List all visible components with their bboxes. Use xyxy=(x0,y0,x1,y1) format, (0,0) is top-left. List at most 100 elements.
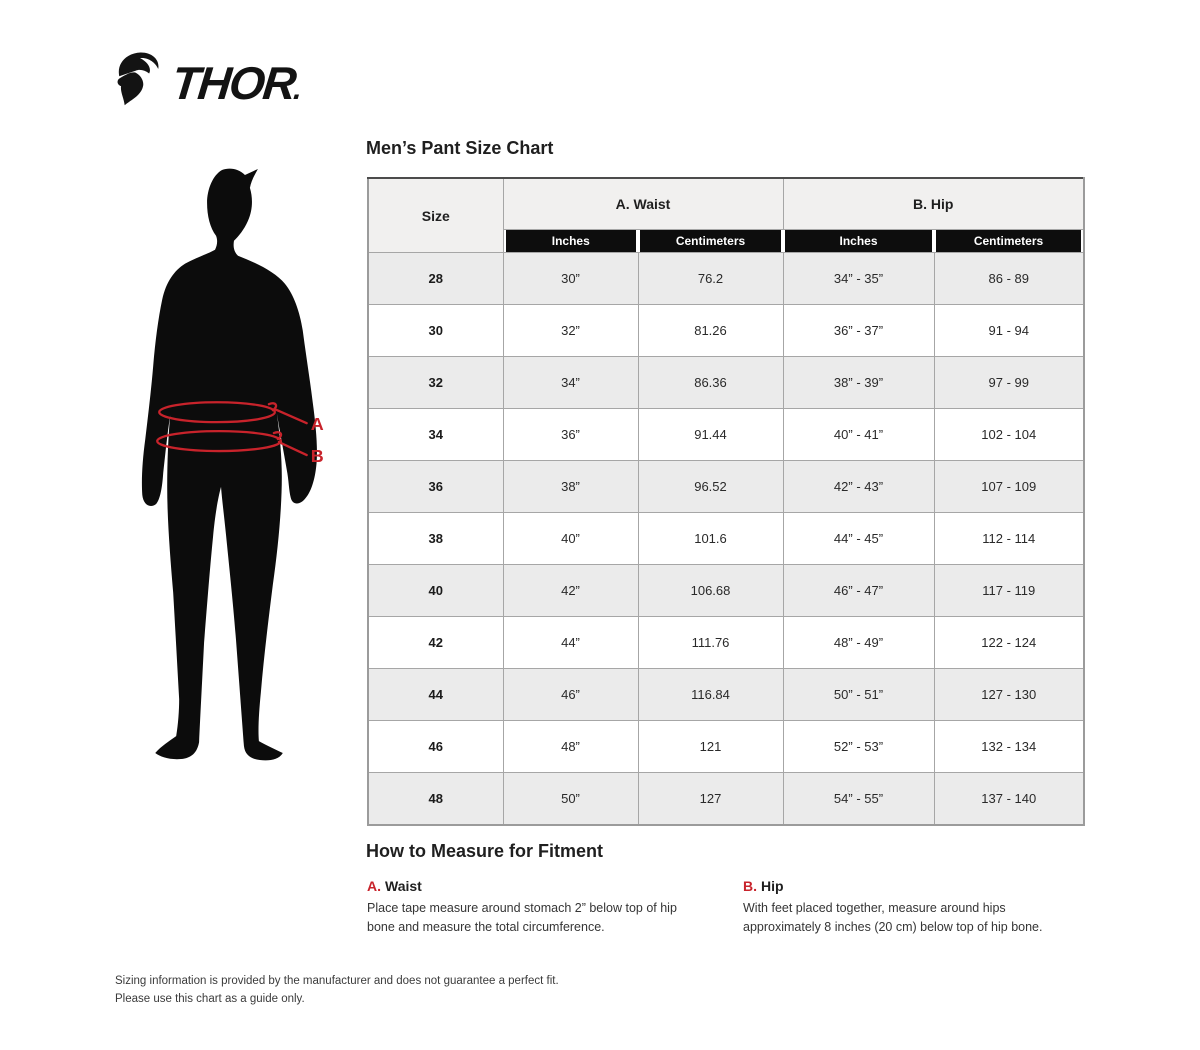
cell-hip-cm: 86 - 89 xyxy=(933,252,1085,305)
sizing-disclaimer: Sizing information is provided by the ma… xyxy=(115,972,559,1009)
cell-size: 30 xyxy=(367,304,504,357)
cell-waist-cm: 101.6 xyxy=(637,512,784,565)
cell-hip-cm: 127 - 130 xyxy=(933,668,1085,721)
cell-hip-inches: 52” - 53” xyxy=(782,720,935,773)
brand-wordmark: THOR. xyxy=(169,57,305,109)
cell-size: 34 xyxy=(367,408,504,461)
cell-hip-inches: 42” - 43” xyxy=(782,460,935,513)
table-row: 44 46” 116.84 50” - 51” 127 - 130 xyxy=(367,668,1085,721)
cell-hip-inches: 40” - 41” xyxy=(782,408,935,461)
measure-hip-text: With feet placed together, measure aroun… xyxy=(743,901,1043,935)
hip-label-b: B xyxy=(311,446,324,466)
cell-waist-inches: 48” xyxy=(502,720,639,773)
cell-waist-cm: 76.2 xyxy=(637,252,784,305)
cell-waist-inches: 34” xyxy=(502,356,639,409)
cell-hip-cm: 97 - 99 xyxy=(933,356,1085,409)
column-header-size: Size xyxy=(367,177,504,253)
cell-size: 38 xyxy=(367,512,504,565)
table-row: 38 40” 101.6 44” - 45” 112 - 114 xyxy=(367,512,1085,565)
cell-hip-inches: 50” - 51” xyxy=(782,668,935,721)
male-body-silhouette xyxy=(141,168,317,761)
cell-waist-inches: 40” xyxy=(502,512,639,565)
cell-waist-inches: 30” xyxy=(502,252,639,305)
measure-waist-tag: A. xyxy=(367,878,381,894)
cell-hip-cm: 122 - 124 xyxy=(933,616,1085,669)
pant-size-chart-title: Men’s Pant Size Chart xyxy=(366,138,554,158)
cell-hip-cm: 117 - 119 xyxy=(933,564,1085,617)
column-group-hip: B. Hip xyxy=(782,177,1085,230)
subheader-waist-centimeters: Centimeters xyxy=(638,229,783,253)
disclaimer-line-2: Please use this chart as a guide only. xyxy=(115,993,305,1006)
cell-size: 46 xyxy=(367,720,504,773)
cell-size: 40 xyxy=(367,564,504,617)
table-row: 30 32” 81.26 36” - 37” 91 - 94 xyxy=(367,304,1085,357)
hip-measurement-line xyxy=(156,429,282,453)
table-row: 48 50” 127 54” - 55” 137 - 140 xyxy=(367,772,1085,826)
measure-waist-heading: A. Waist xyxy=(367,878,717,894)
brand-logo: THOR. xyxy=(112,46,305,109)
measure-hip-name: Hip xyxy=(761,878,784,894)
cell-hip-cm: 132 - 134 xyxy=(933,720,1085,773)
waist-label-a: A xyxy=(311,414,324,434)
measure-hip-tag: B. xyxy=(743,878,757,894)
cell-waist-inches: 36” xyxy=(502,408,639,461)
cell-waist-cm: 116.84 xyxy=(637,668,784,721)
measure-hip-heading: B. Hip xyxy=(743,878,1093,894)
cell-waist-cm: 121 xyxy=(637,720,784,773)
cell-hip-cm: 91 - 94 xyxy=(933,304,1085,357)
male-silhouette-figure: A B xyxy=(121,166,333,764)
cell-hip-inches: 38” - 39” xyxy=(782,356,935,409)
cell-waist-inches: 32” xyxy=(502,304,639,357)
brand-name-text: THOR xyxy=(169,57,298,109)
table-row: 36 38” 96.52 42” - 43” 107 - 109 xyxy=(367,460,1085,513)
table-row: 40 42” 106.68 46” - 47” 117 - 119 xyxy=(367,564,1085,617)
cell-waist-cm: 111.76 xyxy=(637,616,784,669)
cell-waist-inches: 50” xyxy=(502,772,639,826)
disclaimer-line-1: Sizing information is provided by the ma… xyxy=(115,975,559,987)
subheader-waist-inches: Inches xyxy=(503,229,638,253)
cell-size: 28 xyxy=(367,252,504,305)
cell-size: 36 xyxy=(367,460,504,513)
cell-size: 42 xyxy=(367,616,504,669)
cell-hip-cm: 137 - 140 xyxy=(933,772,1085,826)
waist-measurement-line xyxy=(158,401,276,424)
cell-hip-inches: 44” - 45” xyxy=(782,512,935,565)
cell-hip-inches: 34” - 35” xyxy=(782,252,935,305)
cell-waist-cm: 127 xyxy=(637,772,784,826)
cell-hip-cm: 107 - 109 xyxy=(933,460,1085,513)
cell-waist-inches: 46” xyxy=(502,668,639,721)
measure-section-hip: B. Hip With feet placed together, measure… xyxy=(743,878,1093,938)
hip-leader-line xyxy=(277,440,308,457)
table-row: 46 48” 121 52” - 53” 132 - 134 xyxy=(367,720,1085,773)
measure-section-waist: A. Waist Place tape measure around stomac… xyxy=(367,878,717,938)
table-row: 32 34” 86.36 38” - 39” 97 - 99 xyxy=(367,356,1085,409)
cell-hip-cm: 112 - 114 xyxy=(933,512,1085,565)
waist-leader-line xyxy=(273,408,308,425)
brand-suffix-dot: . xyxy=(292,73,304,106)
table-row: 34 36” 91.44 40” - 41” 102 - 104 xyxy=(367,408,1085,461)
cell-waist-inches: 38” xyxy=(502,460,639,513)
cell-waist-cm: 86.36 xyxy=(637,356,784,409)
cell-hip-inches: 46” - 47” xyxy=(782,564,935,617)
table-row: 28 30” 76.2 34” - 35” 86 - 89 xyxy=(367,252,1085,305)
subheader-hip-centimeters: Centimeters xyxy=(934,229,1085,253)
cell-waist-cm: 96.52 xyxy=(637,460,784,513)
cell-hip-inches: 54” - 55” xyxy=(782,772,935,826)
cell-hip-inches: 48” - 49” xyxy=(782,616,935,669)
cell-waist-cm: 81.26 xyxy=(637,304,784,357)
hip-line-arrow-curl xyxy=(272,431,283,441)
cell-size: 44 xyxy=(367,668,504,721)
how-to-measure-title: How to Measure for Fitment xyxy=(366,841,604,861)
cell-waist-inches: 42” xyxy=(502,564,639,617)
table-row: 42 44” 111.76 48” - 49” 122 - 124 xyxy=(367,616,1085,669)
size-chart-table: Size A. Waist B. Hip Inches Centimeters … xyxy=(367,177,1086,826)
measure-waist-name: Waist xyxy=(385,878,422,894)
cell-size: 48 xyxy=(367,772,504,826)
cell-hip-cm: 102 - 104 xyxy=(933,408,1085,461)
cell-waist-cm: 106.68 xyxy=(637,564,784,617)
column-group-waist: A. Waist xyxy=(502,177,784,230)
measure-waist-text: Place tape measure around stomach 2” bel… xyxy=(367,901,677,935)
cell-waist-cm: 91.44 xyxy=(637,408,784,461)
cell-size: 32 xyxy=(367,356,504,409)
thor-ram-icon xyxy=(117,52,159,106)
